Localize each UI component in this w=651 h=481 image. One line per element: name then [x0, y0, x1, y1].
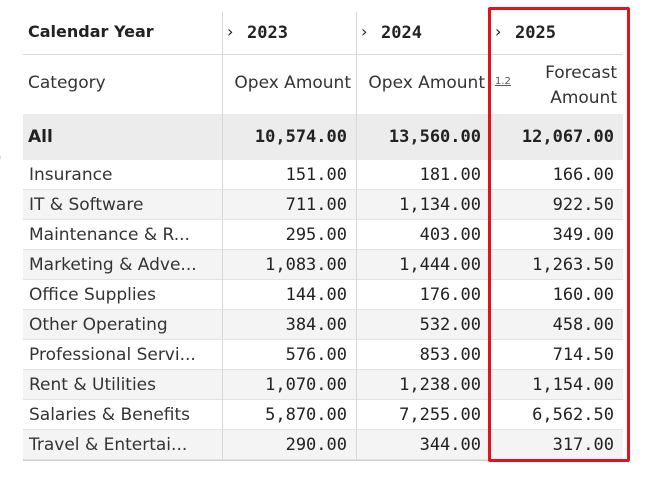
decimal-type-icon: 1.2: [495, 76, 511, 87]
table-row[interactable]: Marketing & Adve... 1,083.00 1,444.00 1,…: [23, 250, 623, 280]
cell-2024: 181.00: [419, 165, 481, 185]
cell-2025: 1,263.50: [532, 255, 614, 275]
cell-2025: 1,154.00: [532, 375, 614, 395]
cell-2024: 1,444.00: [399, 255, 481, 275]
column-divider: [490, 54, 491, 460]
cell-2023: 5,870.00: [265, 405, 347, 425]
cell-2023: 711.00: [285, 195, 347, 215]
column-header-2024[interactable]: › 2024: [356, 12, 490, 54]
cell-2025: 458.00: [552, 315, 614, 335]
measure-label: Opex Amount: [368, 73, 485, 93]
total-value-2024: 13,560.00: [388, 127, 481, 147]
cell-2023: 290.00: [285, 435, 347, 455]
cell-2023: 144.00: [285, 285, 347, 305]
measure-header-2024[interactable]: Opex Amount: [356, 54, 490, 114]
forecast-label-line1: Forecast: [545, 63, 617, 83]
row-label: Professional Servi...: [29, 345, 196, 365]
year-label-2023: 2023: [247, 23, 288, 43]
cell-2024: 7,255.00: [399, 405, 481, 425]
cell-2023: 1,070.00: [265, 375, 347, 395]
expand-chevron-icon[interactable]: ›: [227, 22, 234, 41]
year-label-2025: 2025: [515, 23, 556, 43]
cell-2025: 714.50: [552, 345, 614, 365]
measure-header-2023[interactable]: Opex Amount: [222, 54, 356, 114]
row-label: Office Supplies: [29, 285, 156, 305]
table-bottom-border: [23, 460, 623, 461]
table-row[interactable]: Professional Servi... 576.00 853.00 714.…: [23, 340, 623, 370]
table-row[interactable]: IT & Software 711.00 1,134.00 922.50: [23, 190, 623, 220]
category-header: Category: [28, 73, 106, 93]
cell-2024: 403.00: [419, 225, 481, 245]
cell-2025: 922.50: [552, 195, 614, 215]
cell-2024: 532.00: [419, 315, 481, 335]
calendar-year-header: Calendar Year: [28, 22, 154, 41]
total-value-2025: 12,067.00: [521, 127, 614, 147]
forecast-label-line2: Amount: [550, 88, 617, 108]
partial-edge-glyph: ): [0, 150, 1, 166]
table-row[interactable]: Insurance 151.00 181.00 166.00: [23, 160, 623, 190]
cell-2024: 853.00: [419, 345, 481, 365]
row-label: Marketing & Adve...: [29, 255, 197, 275]
cell-2023: 384.00: [285, 315, 347, 335]
total-row-label: All: [28, 127, 53, 147]
expand-chevron-icon[interactable]: ›: [361, 22, 368, 41]
column-header-row: Calendar Year › 2023 › 2024 › 2025: [23, 12, 623, 55]
row-label: Other Operating: [29, 315, 168, 335]
row-label: Maintenance & R...: [29, 225, 190, 245]
measure-header-row: Category Opex Amount Opex Amount 1.2 For…: [23, 54, 623, 115]
total-value-2023: 10,574.00: [254, 127, 347, 147]
year-label-2024: 2024: [381, 23, 422, 43]
cell-2024: 176.00: [419, 285, 481, 305]
cell-2024: 1,238.00: [399, 375, 481, 395]
row-label: Insurance: [29, 165, 113, 185]
table-row[interactable]: Salaries & Benefits 5,870.00 7,255.00 6,…: [23, 400, 623, 430]
column-header-2023[interactable]: › 2023: [222, 12, 356, 54]
measure-label: Opex Amount: [234, 73, 351, 93]
table-row[interactable]: Office Supplies 144.00 176.00 160.00: [23, 280, 623, 310]
cell-2025: 166.00: [552, 165, 614, 185]
forecast-amount-label: Forecast Amount: [545, 61, 617, 111]
column-divider: [222, 54, 223, 460]
cell-2025: 317.00: [552, 435, 614, 455]
cell-2025: 160.00: [552, 285, 614, 305]
table-row[interactable]: Rent & Utilities 1,070.00 1,238.00 1,154…: [23, 370, 623, 400]
measure-header-2025[interactable]: 1.2 Forecast Amount: [490, 54, 623, 114]
cell-2023: 151.00: [285, 165, 347, 185]
table-row[interactable]: Maintenance & R... 295.00 403.00 349.00: [23, 220, 623, 250]
row-label: IT & Software: [29, 195, 144, 215]
table-row[interactable]: Other Operating 384.00 532.00 458.00: [23, 310, 623, 340]
row-label: Salaries & Benefits: [29, 405, 191, 425]
table-row[interactable]: Travel & Entertai... 290.00 344.00 317.0…: [23, 430, 623, 460]
total-row[interactable]: All 10,574.00 13,560.00 12,067.00: [23, 114, 623, 160]
cell-2023: 295.00: [285, 225, 347, 245]
cell-2024: 1,134.00: [399, 195, 481, 215]
cell-2023: 576.00: [285, 345, 347, 365]
column-header-2025[interactable]: › 2025: [490, 12, 623, 54]
cell-2024: 344.00: [419, 435, 481, 455]
cell-2025: 6,562.50: [532, 405, 614, 425]
row-label: Travel & Entertai...: [29, 435, 188, 455]
row-label: Rent & Utilities: [29, 375, 156, 395]
cell-2025: 349.00: [552, 225, 614, 245]
cell-2023: 1,083.00: [265, 255, 347, 275]
expand-chevron-icon[interactable]: ›: [495, 22, 502, 41]
column-divider: [356, 54, 357, 460]
